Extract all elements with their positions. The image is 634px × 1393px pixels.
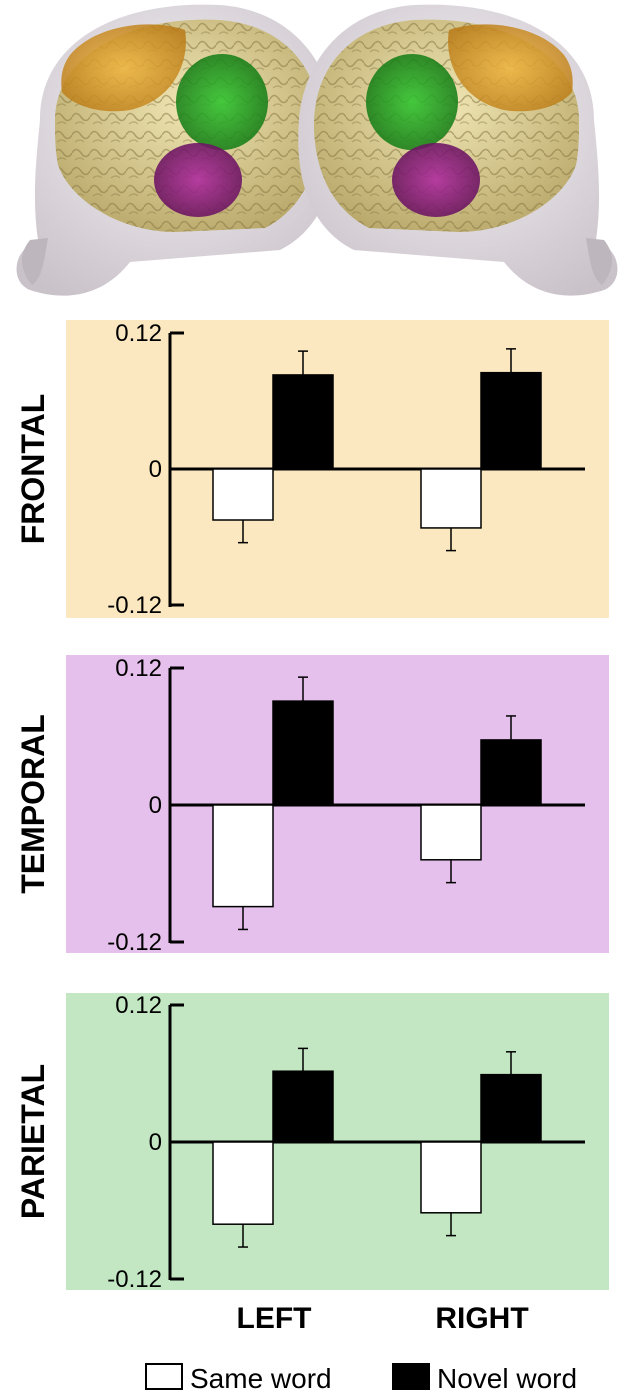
bar-chart-panels: 0.12 0 -0.12 FRONTAL 0.12 0 -0.12 TEMPORAL 0.12 0… xyxy=(15,320,609,1393)
legend-label-novel-word: Novel word xyxy=(437,1363,577,1393)
brain-lateral-left-icon xyxy=(16,4,336,296)
x-category-label-left: LEFT xyxy=(237,1302,312,1335)
bar-temporal-left-same-word xyxy=(212,804,274,908)
bar-temporal-right-same-word xyxy=(420,804,482,861)
bar-parietal-left-same-word xyxy=(212,1141,274,1225)
panel-label-parietal: PARIETAL xyxy=(15,1064,51,1219)
y-tick-label-temporal: -0.12 xyxy=(107,929,162,956)
legend-swatch-same-word xyxy=(145,1363,183,1390)
y-tick-label-parietal: -0.12 xyxy=(107,1266,162,1293)
y-tick-label-frontal: -0.12 xyxy=(107,592,162,619)
bar-parietal-right-same-word xyxy=(420,1141,482,1214)
legend-label-same-word: Same word xyxy=(190,1363,332,1393)
brain-lateral-right-icon xyxy=(298,4,618,296)
legend-swatch-novel-word xyxy=(392,1363,430,1390)
y-tick-label-frontal: 0 xyxy=(149,456,162,483)
y-tick-label-parietal: 0.12 xyxy=(115,992,162,1019)
panel-label-frontal: FRONTAL xyxy=(15,394,51,544)
bar-temporal-right-novel-word xyxy=(480,739,542,806)
bar-parietal-right-novel-word xyxy=(480,1073,542,1143)
bar-frontal-right-novel-word xyxy=(480,371,542,470)
y-tick-label-temporal: 0.12 xyxy=(115,655,162,682)
panel-label-temporal: TEMPORAL xyxy=(15,714,51,894)
bar-frontal-left-novel-word xyxy=(272,374,334,470)
y-tick-label-parietal: 0 xyxy=(149,1129,162,1156)
bar-frontal-right-same-word xyxy=(420,468,482,529)
bar-temporal-left-novel-word xyxy=(272,700,334,806)
y-tick-label-frontal: 0.12 xyxy=(115,320,162,347)
x-category-label-right: RIGHT xyxy=(435,1302,528,1335)
y-tick-label-temporal: 0 xyxy=(149,792,162,819)
brain-figure xyxy=(16,4,618,296)
bar-frontal-left-same-word xyxy=(212,468,274,521)
bar-parietal-left-novel-word xyxy=(272,1070,334,1143)
